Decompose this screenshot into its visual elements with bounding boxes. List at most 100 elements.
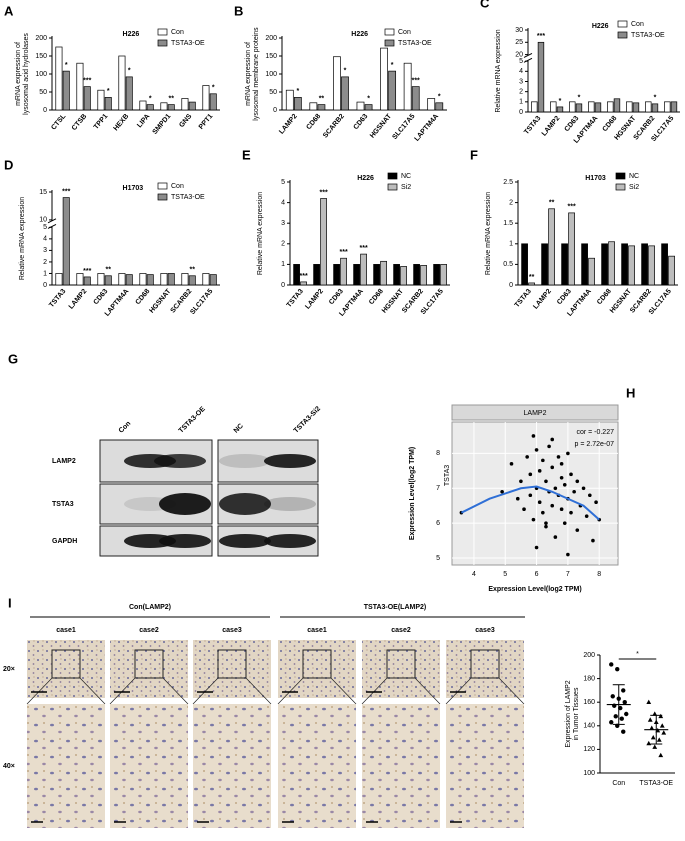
point [500,489,504,494]
x-tick-label: CD63 [93,288,110,306]
blot-band [264,534,316,548]
bar [608,241,615,286]
legend-swatch [387,172,398,180]
bar [341,76,349,111]
y-tick-label: 3 [519,78,523,85]
y-axis-label: Expression of LAMP2 [565,680,572,747]
bar [664,101,671,113]
bar [97,89,105,111]
x-tick-label: LAMP2 [304,288,325,311]
chart-title: H1703 [123,185,144,192]
case-label: case2 [139,627,159,634]
panel-letter: F [470,147,478,162]
significance: *** [300,273,308,280]
x-tick-label: CTSB [71,113,89,132]
inset-line [109,677,136,705]
y-tick-label: 100 [265,71,277,78]
x-tick-label: 7 [566,571,570,578]
y-tick-label: 1.5 [503,220,513,227]
point [615,666,620,672]
x-tick-label: SLC17A5 [189,288,214,316]
point [658,713,664,719]
protein-label: GAPDH [52,538,77,545]
bar [364,104,373,111]
y-tick-label: 50 [269,89,277,96]
y-tick-label: 3 [43,247,47,254]
y-tick-label: 4 [43,236,47,243]
point [591,538,595,543]
y-tick-label: 0 [519,109,523,116]
point [572,489,576,494]
micrograph-40x [446,704,524,828]
legend-label: Si2 [629,184,639,191]
point [646,699,652,704]
bar [613,98,621,113]
x-tick-label: SMPD1 [152,113,173,136]
group-label: TSTA3-OE(LAMP2) [364,604,426,611]
point [594,500,598,505]
x-tick-label: CD68 [596,288,613,306]
significance: *** [360,245,368,252]
point [550,465,555,470]
x-tick-label: 8 [597,571,601,578]
legend-label: Con [631,21,644,28]
bar [628,245,635,286]
point [553,535,558,539]
inset-line [26,677,53,705]
y-tick-label: 2 [281,241,285,248]
y-axis-label: in Tumor Tissues [573,687,580,740]
bar [550,101,557,113]
chart-title: LAMP2 [524,410,547,417]
y-tick-label: 100 [583,770,595,777]
micrograph-20x [278,640,356,698]
bar [309,102,318,111]
y-tick-label: 1 [519,99,523,106]
legend-swatch [157,193,168,201]
y-tick-label: 2 [43,259,47,266]
point [659,723,665,728]
y-tick-label: 0 [43,282,47,289]
axis-break [48,220,56,227]
x-tick-label: TPP1 [93,113,110,131]
bar [181,98,189,111]
x-tick-label: CD63 [556,288,573,306]
significance: ** [169,95,175,102]
x-tick-label: LAMP2 [541,115,562,138]
significance: *** [412,77,420,84]
point [550,437,555,442]
bar [668,255,675,286]
x-tick-label: LAMP2 [68,288,89,311]
y-axis-label: lysosomal membrane proteins [253,27,260,121]
y-tick-label: 2.5 [503,179,513,186]
blot-band [264,454,316,468]
significance: * [212,85,215,92]
bar [118,55,126,111]
x-tick-label: LAMP2 [532,288,553,311]
inset-line [162,677,189,705]
x-tick-label: LIPA [136,113,151,129]
bar [360,253,367,286]
inset-line [277,677,304,705]
bar [641,243,648,286]
x-tick-label: PPT1 [198,113,215,131]
point [534,545,539,550]
micrograph-40x [110,704,188,828]
lane-label: NC [233,423,245,435]
bar [55,273,63,286]
bar [651,103,659,113]
blot-band [219,454,271,468]
point [519,479,523,484]
point [525,455,529,459]
plot-bg [451,421,619,566]
bar [125,274,133,286]
point [610,694,615,699]
bar [393,264,400,286]
significance: * [149,95,152,102]
x-tick-label: CD68 [602,115,619,133]
lane-label: TSTA3-Si2 [293,405,322,434]
point [528,472,533,477]
x-tick-label: CD63 [353,113,370,131]
point [652,744,658,749]
point [649,725,655,730]
point [650,735,656,740]
